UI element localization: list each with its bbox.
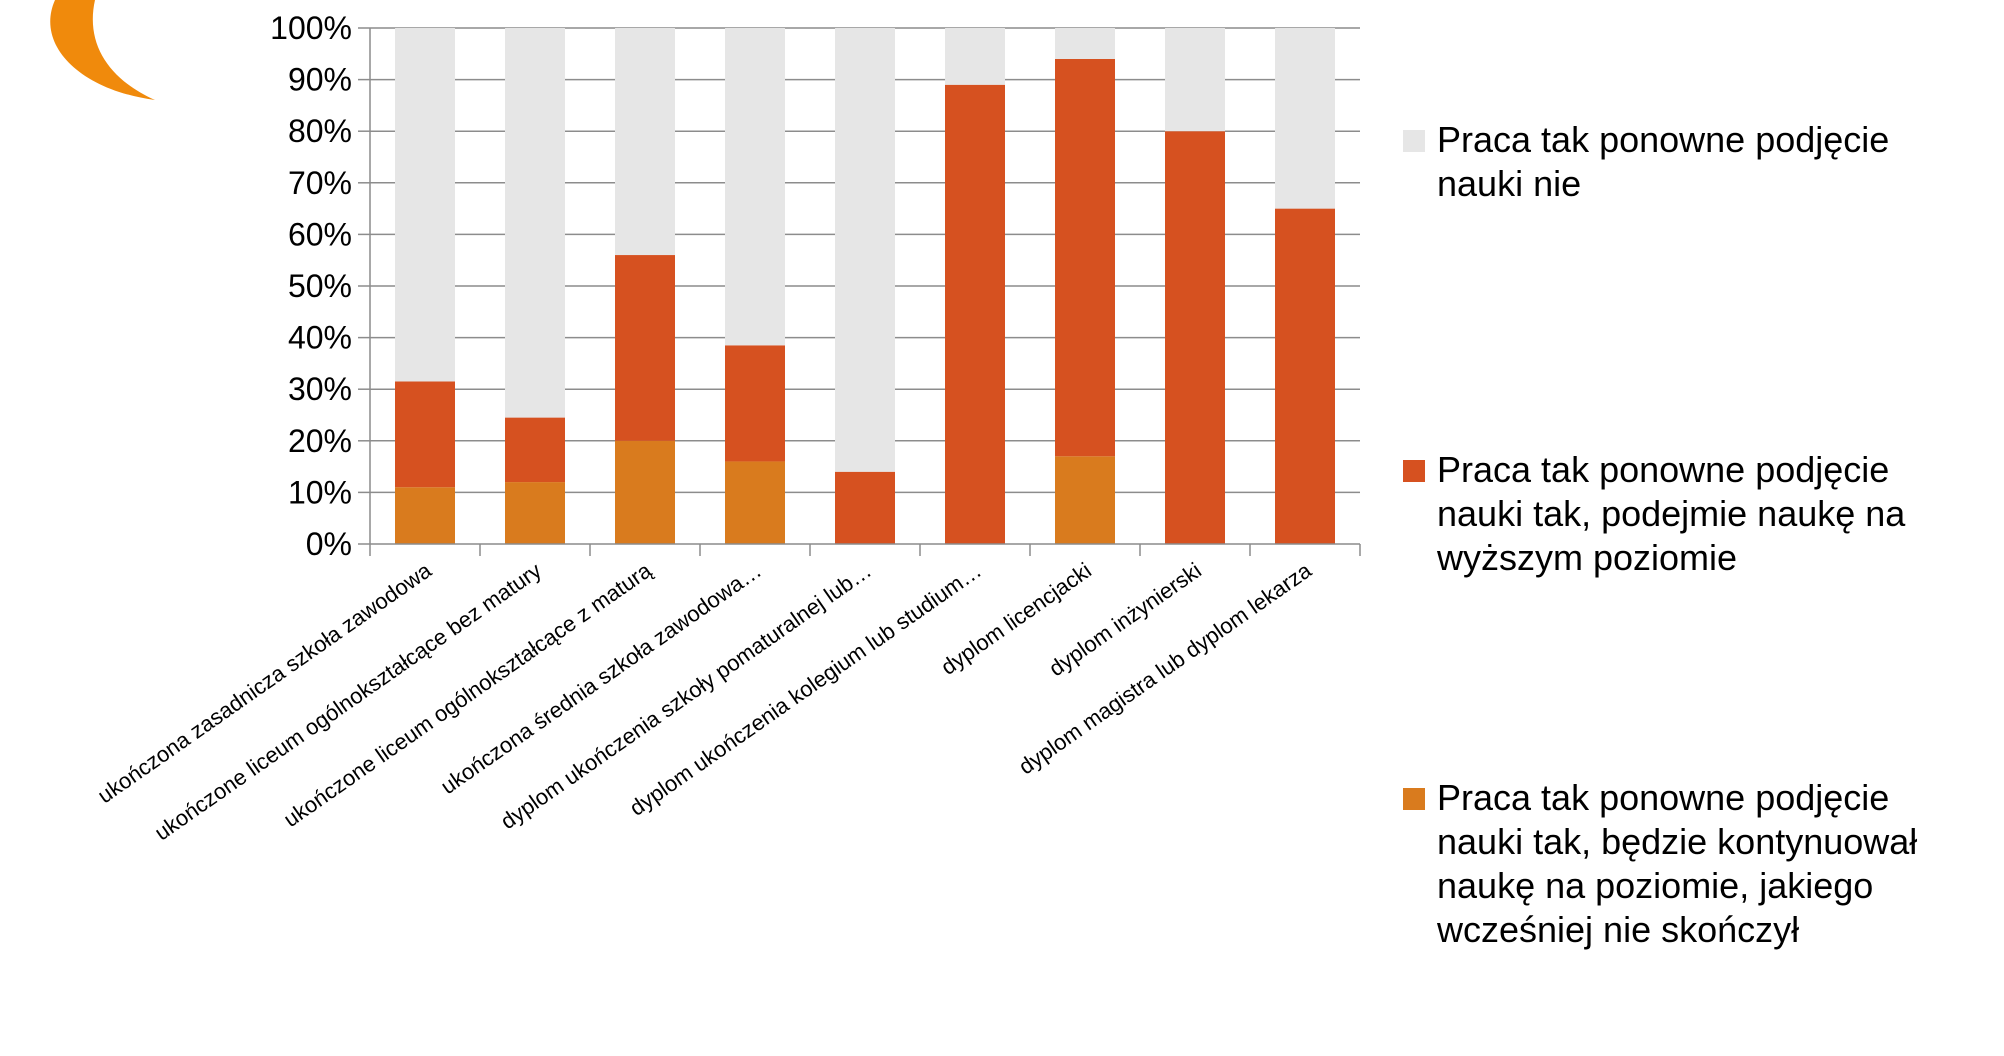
bar-segment <box>1055 456 1115 544</box>
legend-swatch <box>1403 130 1425 152</box>
x-axis-labels: ukończona zasadnicza szkoła zawodowaukoń… <box>93 557 1317 845</box>
bar-segment <box>725 28 785 346</box>
legend-label: naukę na poziomie, jakiego <box>1437 865 1873 906</box>
bar-segment <box>505 482 565 544</box>
legend-label: nauki nie <box>1437 163 1581 204</box>
y-tick-label: 50% <box>288 268 352 304</box>
y-tick-label: 70% <box>288 165 352 201</box>
y-tick-label: 40% <box>288 320 352 356</box>
bar-segment <box>1275 28 1335 209</box>
legend-label: wyższym poziomie <box>1436 537 1737 578</box>
legend-label: Praca tak ponowne podjęcie <box>1437 777 1889 818</box>
y-tick-label: 100% <box>270 10 352 46</box>
x-category-label: ukończone liceum ogólnokształcące bez ma… <box>150 558 546 846</box>
bar-segment <box>945 28 1005 85</box>
y-tick-label: 20% <box>288 423 352 459</box>
bar-segment <box>395 381 455 488</box>
bar-segment <box>945 84 1005 544</box>
legend-swatch <box>1403 460 1425 482</box>
y-tick-label: 60% <box>288 216 352 252</box>
bar-segment <box>615 28 675 256</box>
bar-segment <box>615 255 675 441</box>
legend-label: Praca tak ponowne podjęcie <box>1437 449 1889 490</box>
y-axis-ticks: 0% 10% 20% 30% 40% 50% 60% 70% 80% 90% 100% <box>270 10 352 562</box>
bar-segment <box>1165 131 1225 544</box>
bar-segment <box>395 28 455 382</box>
bar-segment <box>1055 28 1115 59</box>
bar-segment <box>1275 208 1335 544</box>
bar-segment <box>615 440 675 544</box>
y-tick-label: 10% <box>288 474 352 510</box>
bar-segment <box>395 487 455 544</box>
legend-label: Praca tak ponowne podjęcie <box>1437 119 1889 160</box>
bar-segment <box>1055 58 1115 457</box>
bar-segment <box>835 28 895 472</box>
bar-segment <box>505 417 565 483</box>
bar-segment <box>725 461 785 544</box>
bar-segment <box>1165 28 1225 132</box>
bar-segment <box>725 345 785 462</box>
legend-swatch <box>1403 788 1425 810</box>
legend-label: nauki tak, będzie kontynuował <box>1437 821 1917 862</box>
axes <box>358 27 1361 556</box>
bar-segment <box>505 28 565 418</box>
bar-segment <box>835 471 895 544</box>
bars <box>395 28 1335 544</box>
y-tick-label: 30% <box>288 371 352 407</box>
legend-label: wcześniej nie skończył <box>1436 909 1799 950</box>
y-tick-label: 80% <box>288 113 352 149</box>
y-tick-label: 90% <box>288 62 352 98</box>
legend-label: nauki tak, podejmie naukę na <box>1437 493 1906 534</box>
y-tick-label: 0% <box>306 526 352 562</box>
logo-arc-icon <box>50 0 156 100</box>
